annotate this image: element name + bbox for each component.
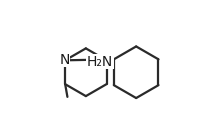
Text: N: N <box>60 53 70 67</box>
Text: H₂N: H₂N <box>87 55 113 69</box>
